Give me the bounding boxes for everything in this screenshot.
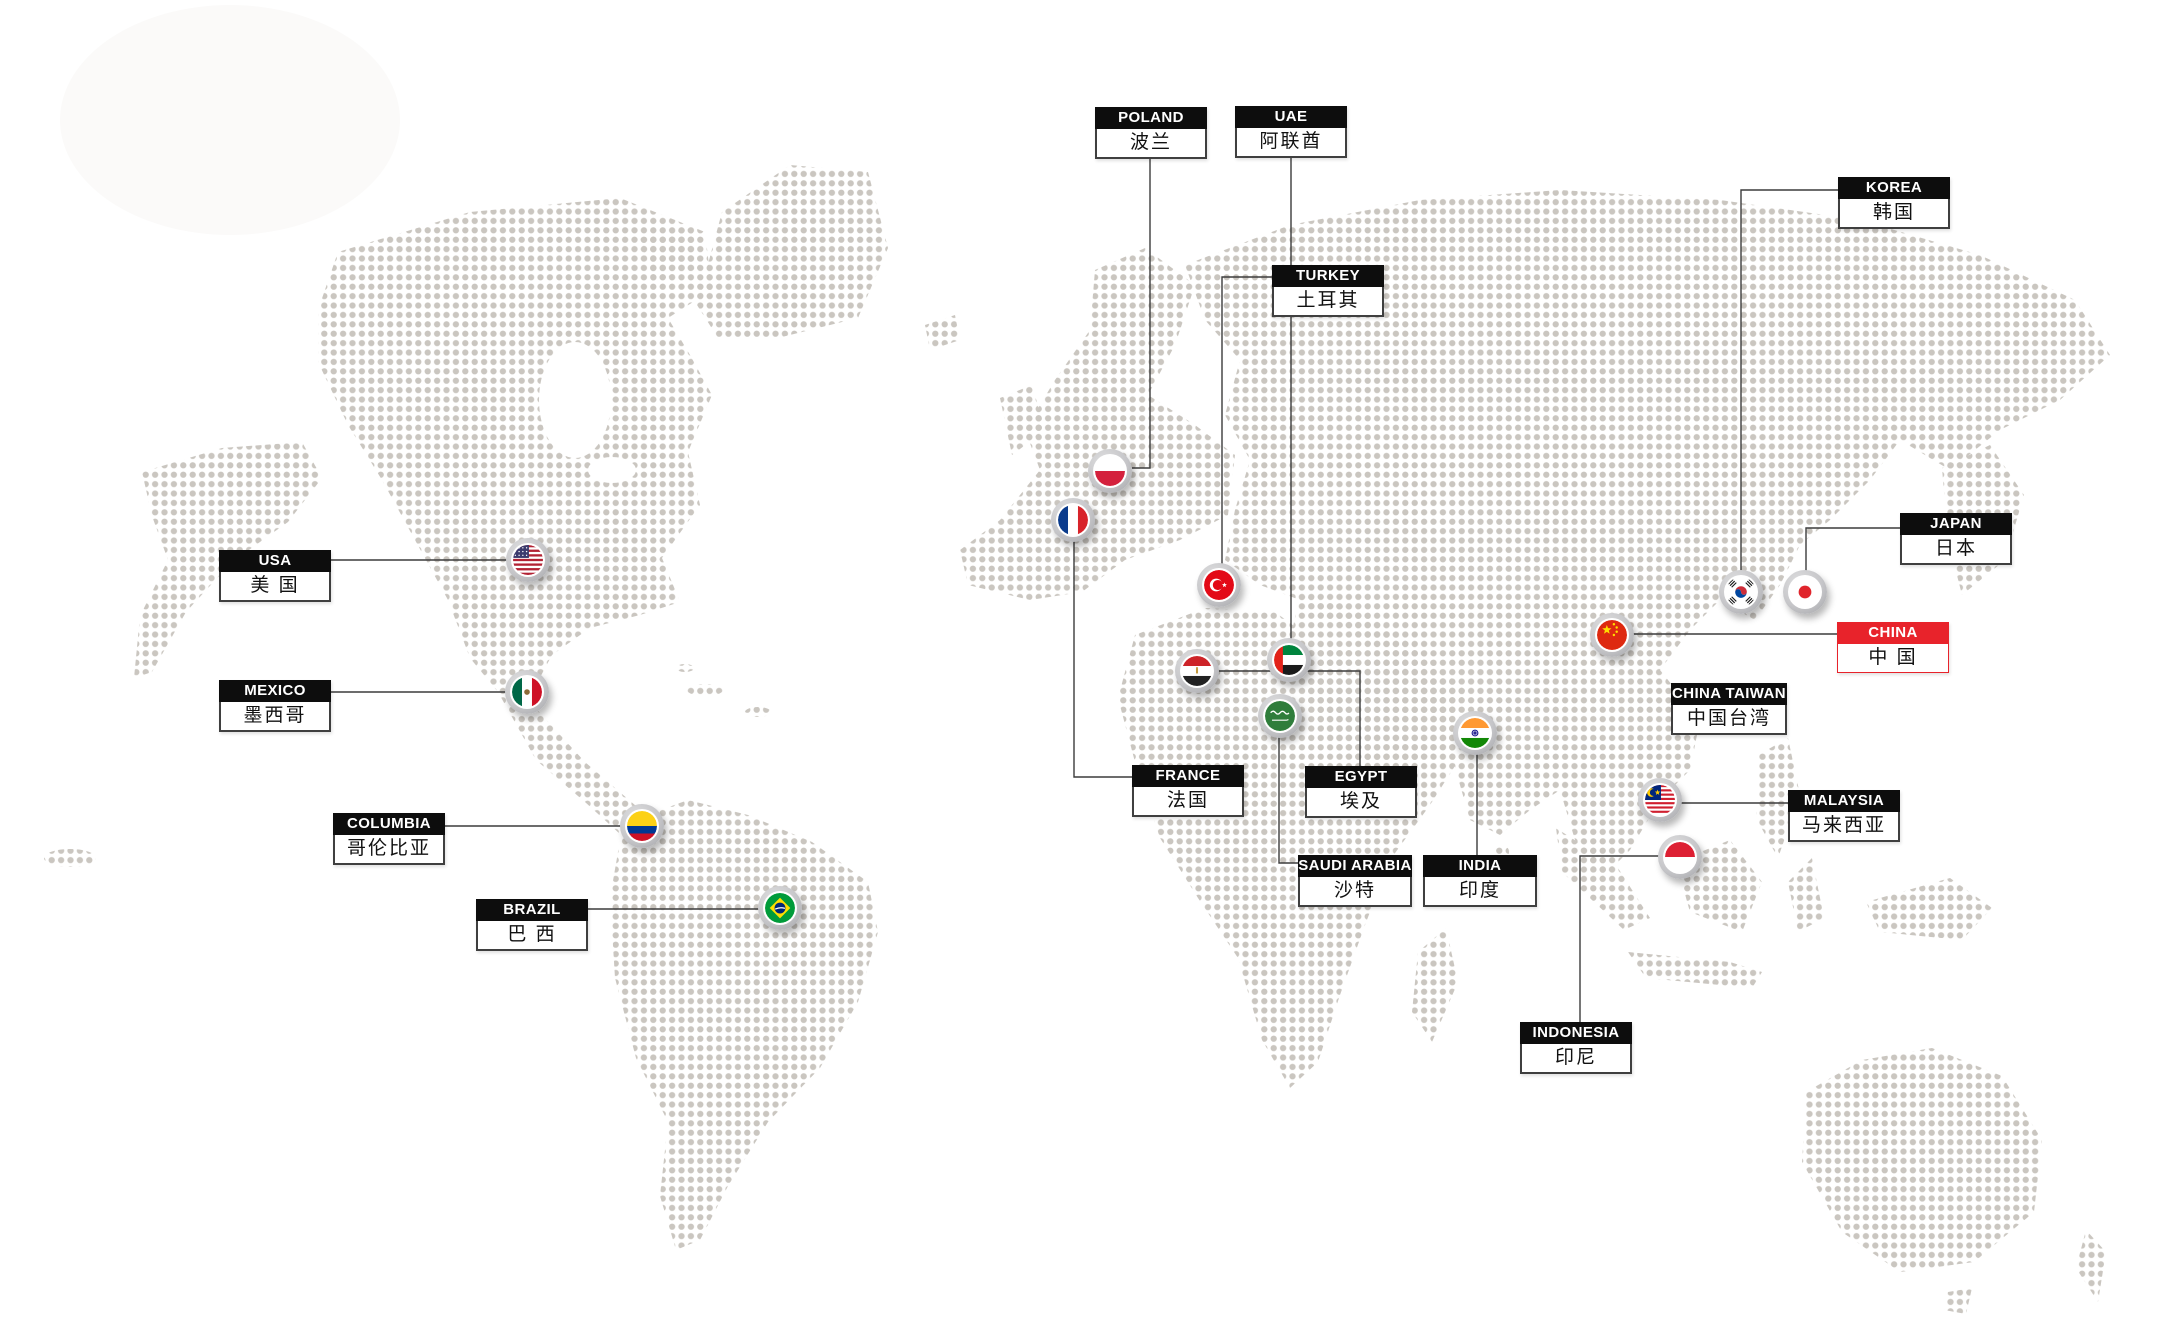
in-flag-icon	[1458, 716, 1492, 750]
flag-marker-turkey	[1197, 563, 1241, 607]
id-flag-icon	[1663, 840, 1697, 874]
country-label-malaysia: MALAYSIA 马来西亚	[1788, 790, 1900, 842]
country-name-zh: 阿联酋	[1235, 128, 1347, 158]
flag-marker-france	[1051, 498, 1095, 542]
country-name-en: CHINA	[1837, 622, 1949, 644]
country-name-en: KOREA	[1838, 177, 1950, 199]
us-flag-icon	[511, 543, 545, 577]
country-name-en: INDONESIA	[1520, 1022, 1632, 1044]
country-name-zh: 中国台湾	[1671, 705, 1787, 735]
br-flag-icon	[763, 891, 797, 925]
country-name-zh: 印尼	[1520, 1044, 1632, 1074]
connector-line-egypt	[1197, 670, 1361, 766]
fr-flag-icon	[1056, 503, 1090, 537]
country-name-en: BRAZIL	[476, 899, 588, 921]
country-label-indonesia: INDONESIA 印尼	[1520, 1022, 1632, 1074]
country-name-en: JAPAN	[1900, 513, 2012, 535]
country-name-zh: 巴 西	[476, 921, 588, 951]
flag-marker-india	[1453, 711, 1497, 755]
country-name-zh: 土耳其	[1272, 287, 1384, 317]
country-name-en: UAE	[1235, 106, 1347, 128]
country-name-en: MALAYSIA	[1788, 790, 1900, 812]
country-name-en: MEXICO	[219, 680, 331, 702]
country-name-zh: 波兰	[1095, 129, 1207, 159]
country-label-india: INDIA 印度	[1423, 855, 1537, 907]
ae-flag-icon	[1272, 643, 1306, 677]
country-name-zh: 沙特	[1298, 877, 1412, 907]
eg-flag-icon	[1180, 654, 1214, 688]
connector-line-korea	[1740, 189, 1838, 592]
country-name-en: CHINA TAIWAN	[1671, 683, 1787, 705]
connector-line-indonesia	[1579, 855, 1680, 1022]
flag-marker-saudi-arabia	[1258, 694, 1302, 738]
country-label-columbia: COLUMBIA 哥伦比亚	[333, 813, 445, 865]
connector-line-poland	[1132, 159, 1151, 469]
cn-flag-icon	[1595, 618, 1629, 652]
country-name-zh: 墨西哥	[219, 702, 331, 732]
country-label-china: CHINA 中 国	[1837, 622, 1949, 673]
connector-line-turkey	[1221, 276, 1272, 585]
country-name-en: INDIA	[1423, 855, 1537, 877]
tr-flag-icon	[1202, 568, 1236, 602]
my-flag-icon	[1643, 783, 1677, 817]
co-flag-icon	[625, 809, 659, 843]
country-name-zh: 埃及	[1305, 788, 1417, 818]
flag-marker-indonesia	[1658, 835, 1702, 879]
country-label-poland: POLAND 波兰	[1095, 107, 1207, 159]
country-label-saudi-arabia: SAUDI ARABIA 沙特	[1298, 855, 1412, 907]
country-name-zh: 美 国	[219, 572, 331, 602]
country-name-zh: 马来西亚	[1788, 812, 1900, 842]
flag-marker-brazil	[758, 886, 802, 930]
country-label-france: FRANCE 法国	[1132, 765, 1244, 817]
connector-line-france	[1073, 520, 1132, 778]
country-name-en: SAUDI ARABIA	[1298, 855, 1412, 877]
mx-flag-icon	[510, 675, 544, 709]
country-name-zh: 韩国	[1838, 199, 1950, 229]
flag-marker-egypt	[1175, 649, 1219, 693]
pl-flag-icon	[1093, 454, 1127, 488]
flag-marker-korea	[1719, 570, 1763, 614]
sa-flag-icon	[1263, 699, 1297, 733]
country-label-japan: JAPAN 日本	[1900, 513, 2012, 565]
country-label-usa: USA 美 国	[219, 550, 331, 602]
flag-marker-mexico	[505, 670, 549, 714]
country-name-en: TURKEY	[1272, 265, 1384, 287]
country-name-zh: 哥伦比亚	[333, 835, 445, 865]
country-name-en: USA	[219, 550, 331, 572]
country-name-en: COLUMBIA	[333, 813, 445, 835]
flag-marker-japan	[1783, 570, 1827, 614]
flag-marker-usa	[506, 538, 550, 582]
country-label-brazil: BRAZIL 巴 西	[476, 899, 588, 951]
kr-flag-icon	[1724, 575, 1758, 609]
flag-marker-poland	[1088, 449, 1132, 493]
jp-flag-icon	[1788, 575, 1822, 609]
country-name-en: POLAND	[1095, 107, 1207, 129]
country-name-zh: 印度	[1423, 877, 1537, 907]
country-label-turkey: TURKEY 土耳其	[1272, 265, 1384, 317]
country-name-zh: 中 国	[1837, 644, 1949, 673]
country-label-egypt: EGYPT 埃及	[1305, 766, 1417, 818]
country-label-china-taiwan: CHINA TAIWAN 中国台湾	[1671, 683, 1787, 735]
country-name-zh: 法国	[1132, 787, 1244, 817]
flag-marker-malaysia	[1638, 778, 1682, 822]
country-name-zh: 日本	[1900, 535, 2012, 565]
flag-marker-uae	[1267, 638, 1311, 682]
country-label-korea: KOREA 韩国	[1838, 177, 1950, 229]
connector-line-saudi-arabia	[1278, 716, 1298, 864]
country-name-en: FRANCE	[1132, 765, 1244, 787]
country-label-uae: UAE 阿联酋	[1235, 106, 1347, 158]
country-label-mexico: MEXICO 墨西哥	[219, 680, 331, 732]
flag-marker-china	[1590, 613, 1634, 657]
country-name-en: EGYPT	[1305, 766, 1417, 788]
flag-marker-columbia	[620, 804, 664, 848]
